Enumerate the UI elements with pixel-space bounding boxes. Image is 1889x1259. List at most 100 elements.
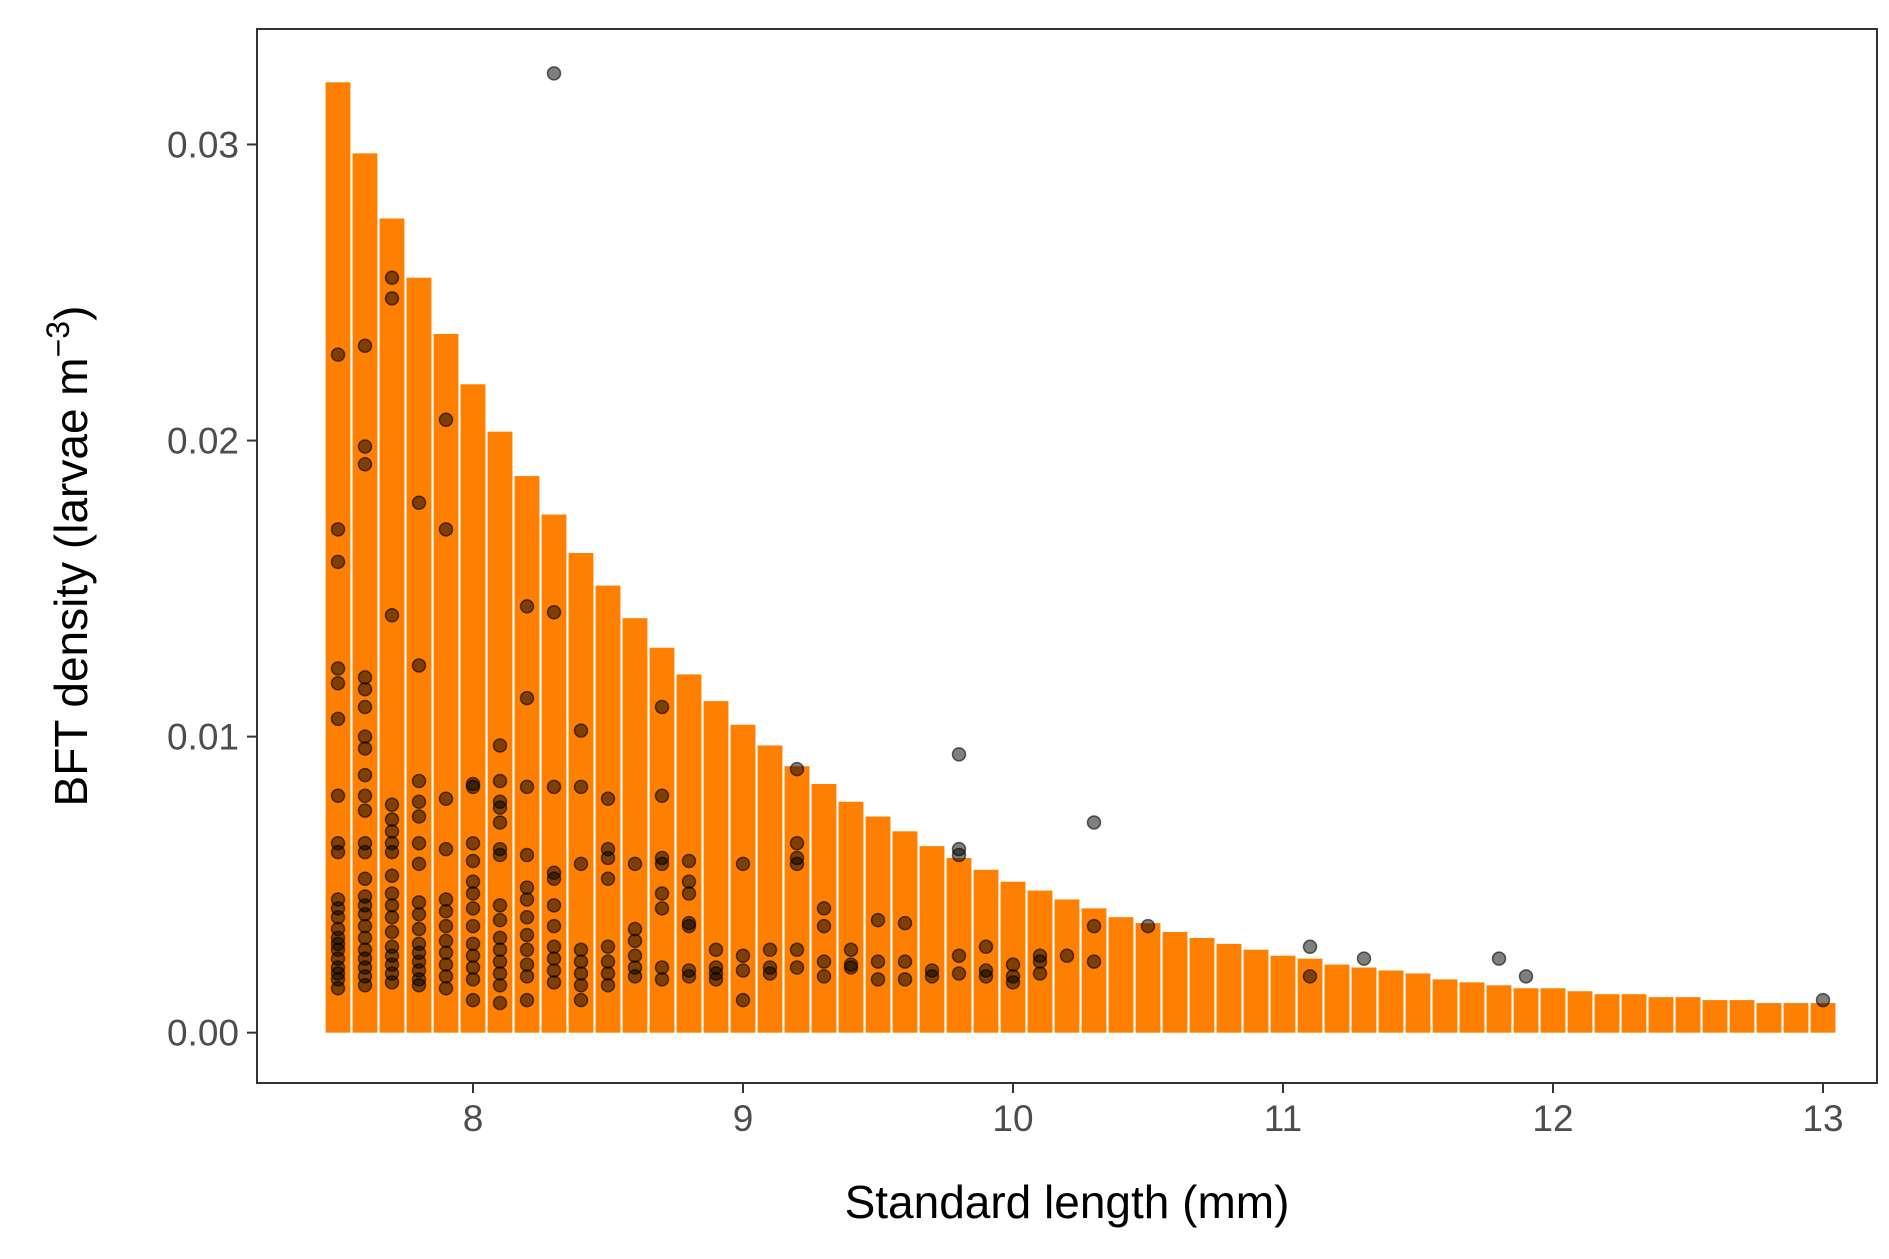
data-point [1140,918,1156,934]
data-point [357,456,373,472]
data-point [573,966,589,981]
x-tick-label: 11 [1264,1098,1302,1139]
data-point [330,711,346,727]
data-point [681,918,697,934]
data-point [627,948,643,963]
data-point [897,915,913,931]
data-point [951,847,967,863]
bar [1756,1003,1782,1033]
data-point [654,901,670,916]
bar [730,724,756,1033]
data-point [654,960,670,975]
data-point [1005,975,1021,990]
data-point [735,992,751,1008]
data-point [519,927,535,943]
data-point [411,773,427,789]
data-point [384,824,400,839]
data-point [1302,969,1318,984]
data-point [411,856,427,872]
bar [1675,997,1701,1033]
data-point [330,981,346,996]
bar [1108,917,1134,1033]
data-point [438,522,454,537]
data-point [600,939,616,955]
data-point [1086,815,1102,830]
data-point [519,690,535,706]
data-point [951,747,967,762]
data-point [573,723,589,738]
data-point [1086,918,1102,934]
data-point [870,972,886,987]
data-point [330,554,346,570]
bar [1405,973,1431,1033]
x-tick-label: 13 [1802,1098,1843,1139]
bar [1324,964,1350,1033]
data-point [357,930,373,946]
data-point [1032,954,1048,969]
data-point [1491,951,1507,966]
data-point [384,924,400,940]
bar [1135,923,1161,1033]
data-point [357,871,373,886]
data-point [546,939,562,955]
data-point [465,948,481,963]
data-point [438,892,454,907]
bar [892,831,918,1033]
data-point [735,963,751,978]
data-point [330,844,346,860]
data-point [816,969,832,984]
data-point [681,969,697,984]
data-point [384,844,400,860]
data-point [492,942,508,958]
data-point [384,886,400,901]
bar [1594,994,1620,1033]
data-point [546,951,562,966]
data-point [438,904,454,919]
data-point [870,912,886,928]
data-point [438,981,454,996]
data-point [411,921,427,937]
bar [1351,967,1377,1033]
bar [1621,994,1647,1033]
bar [1810,1003,1836,1033]
bar [1216,943,1242,1033]
data-point [681,853,697,869]
data-point [384,909,400,925]
data-point [492,930,508,946]
data-point [384,812,400,827]
data-point [357,978,373,993]
data-point [465,835,481,851]
data-point [384,797,400,812]
data-point [627,969,643,984]
data-point [465,886,481,901]
data-point [438,791,454,807]
data-point [384,868,400,883]
data-point [357,699,373,715]
bar [1378,970,1404,1033]
data-point [438,969,454,984]
y-axis: 0.00 0.01 0.02 0.03 [167,124,257,1054]
data-point [735,948,751,963]
data-point [492,995,508,1011]
y-tick-label: 0.00 [167,1013,239,1054]
data-point [546,918,562,934]
data-point [789,960,805,975]
data-point [816,918,832,934]
bar [1054,899,1080,1033]
data-point [573,942,589,958]
data-point [789,761,805,777]
bar [757,745,783,1033]
bar [1243,949,1269,1033]
x-tick-label: 9 [733,1098,754,1139]
data-point [411,895,427,910]
data-point [708,942,724,958]
data-point [1518,969,1534,984]
y-axis-title-main: BFT density (larvae m [45,357,97,806]
data-point [519,599,535,614]
data-point [1086,954,1102,969]
data-point [519,969,535,984]
bar [1567,991,1593,1033]
data-point [411,835,427,851]
data-point [492,912,508,928]
